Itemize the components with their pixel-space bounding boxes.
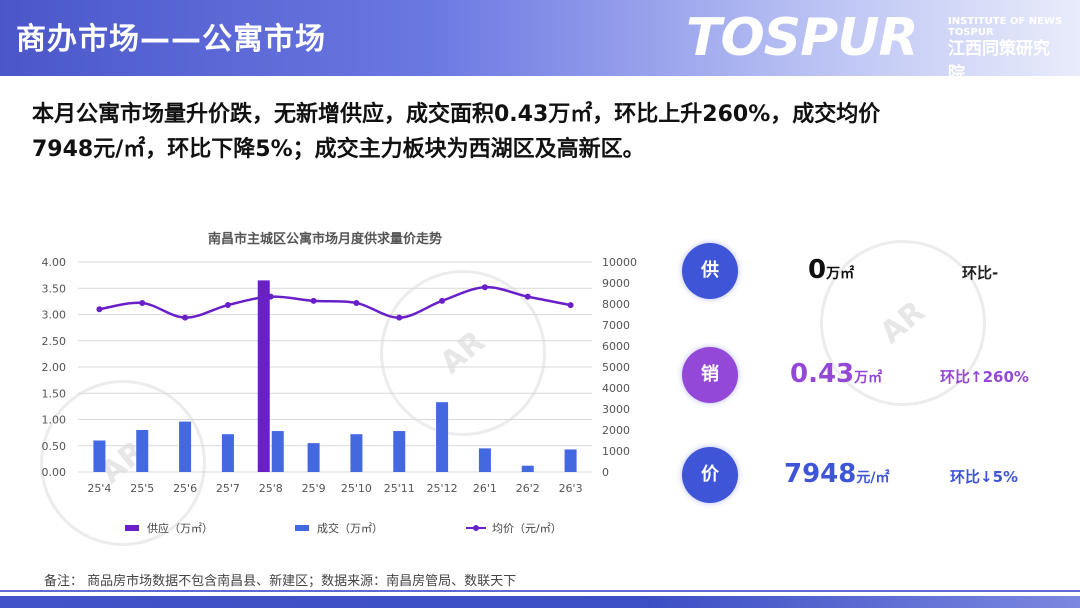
kpi-number: 0.43 bbox=[790, 359, 855, 389]
footnote: 备注： 商品房市场数据不包含南昌县、新建区；数据来源：南昌房管局、数联天下 bbox=[44, 574, 517, 589]
deal-bar bbox=[93, 440, 106, 472]
y-left-tick-label: 4.00 bbox=[42, 256, 67, 269]
y-left-tick-label: 2.50 bbox=[42, 335, 67, 348]
kpi-value: 0万㎡ bbox=[808, 255, 854, 285]
y-left-tick-label: 1.50 bbox=[42, 387, 67, 400]
price-point bbox=[310, 297, 317, 304]
logo-wordmark: TOSPUR bbox=[686, 8, 919, 68]
deal-bar bbox=[307, 443, 320, 472]
x-tick-label: 25'4 bbox=[87, 482, 111, 495]
supply-bar bbox=[257, 280, 270, 472]
kpi-change: 环比↓5% bbox=[950, 468, 1019, 486]
y-left-tick-label: 3.50 bbox=[42, 282, 67, 295]
y-left-tick-label: 1.00 bbox=[42, 414, 67, 427]
price-point bbox=[524, 293, 531, 300]
y-right-tick-label: 10000 bbox=[602, 256, 637, 269]
y-left-tick-label: 2.00 bbox=[42, 361, 67, 374]
price-line bbox=[99, 285, 571, 319]
kpi-unit: 万㎡ bbox=[854, 370, 883, 386]
summary-headline: 本月公寓市场量升价跌，无新增供应，成交面积0.43万㎡，环比上升260%，成交均… bbox=[32, 97, 1062, 167]
kpi-change: 环比↑260% bbox=[940, 368, 1029, 386]
footer-bar bbox=[0, 596, 1080, 608]
header-banner: 商办市场——公寓市场 TOSPUR INSTITUTE OF NEWS TOSP… bbox=[0, 0, 1080, 84]
logo-subtitle-en: INSTITUTE OF NEWS TOSPUR bbox=[948, 16, 1063, 38]
legend-swatch bbox=[125, 525, 139, 531]
kpi-change: 环比- bbox=[962, 264, 999, 282]
deal-bar bbox=[478, 448, 491, 472]
x-tick-label: 25'8 bbox=[259, 482, 283, 495]
y-right-tick-label: 1000 bbox=[602, 445, 630, 458]
kpi-number: 0 bbox=[808, 255, 827, 285]
x-tick-label: 25'11 bbox=[384, 482, 415, 495]
legend-label: 成交（万㎡） bbox=[317, 521, 383, 535]
y-right-tick-label: 3000 bbox=[602, 403, 630, 416]
legend-swatch bbox=[473, 525, 479, 531]
page-title: 商办市场——公寓市场 bbox=[16, 22, 326, 57]
y-right-tick-label: 7000 bbox=[602, 319, 630, 332]
deal-bar bbox=[271, 431, 284, 472]
kpi-value: 7948元/㎡ bbox=[784, 459, 890, 489]
deal-bar bbox=[136, 430, 149, 472]
deal-bar bbox=[436, 402, 449, 472]
kpi-badge: 供 bbox=[682, 243, 738, 299]
x-tick-label: 26'2 bbox=[516, 482, 540, 495]
legend-swatch bbox=[295, 525, 309, 531]
headline-line-1: 本月公寓市场量升价跌，无新增供应，成交面积0.43万㎡，环比上升260%，成交均… bbox=[32, 102, 881, 127]
supply-demand-price-chart: 0.00 0.50 1.00 1.50 2.00 2.50 3.00 3.50 4.00 0 100… bbox=[42, 256, 638, 535]
kpi-unit: 元/㎡ bbox=[856, 470, 890, 486]
deal-bar bbox=[179, 421, 192, 472]
x-tick-label: 26'1 bbox=[473, 482, 497, 495]
legend-label: 供应（万㎡） bbox=[147, 521, 213, 535]
deal-bar bbox=[564, 449, 577, 472]
chart-title: 南昌市主城区公寓市场月度供求量价走势 bbox=[207, 232, 442, 247]
y-left-tick-label: 0.50 bbox=[42, 440, 67, 453]
price-point bbox=[267, 293, 274, 300]
deal-bar bbox=[221, 434, 234, 472]
price-point bbox=[353, 299, 360, 306]
y-right-tick-label: 6000 bbox=[602, 340, 630, 353]
price-point bbox=[439, 297, 446, 304]
price-point bbox=[481, 284, 488, 291]
y-right-tick-label: 4000 bbox=[602, 382, 630, 395]
y-right-tick-label: 5000 bbox=[602, 361, 630, 374]
price-point bbox=[139, 299, 146, 306]
kpi-value: 0.43万㎡ bbox=[790, 359, 882, 389]
x-tick-label: 25'5 bbox=[130, 482, 154, 495]
x-tick-label: 25'12 bbox=[427, 482, 458, 495]
kpi-unit: 万㎡ bbox=[826, 266, 855, 282]
kpi-badge: 销 bbox=[682, 347, 738, 403]
price-point bbox=[96, 306, 103, 313]
x-tick-label: 25'7 bbox=[216, 482, 240, 495]
price-point bbox=[224, 302, 231, 309]
tospur-logo: TOSPUR INSTITUTE OF NEWS TOSPUR 江西同策研究院 bbox=[686, 8, 1066, 84]
x-tick-label: 25'9 bbox=[302, 482, 326, 495]
legend-label: 均价（元/㎡） bbox=[492, 522, 562, 535]
headline-line-2: 7948元/㎡，环比下降5%；成交主力板块为西湖区及高新区。 bbox=[32, 137, 645, 162]
deal-bar bbox=[350, 434, 363, 472]
y-right-tick-label: 0 bbox=[602, 466, 609, 479]
y-left-tick-label: 3.00 bbox=[42, 309, 67, 322]
x-tick-label: 26'3 bbox=[559, 482, 583, 495]
footer-divider bbox=[0, 590, 1080, 592]
x-tick-label: 25'6 bbox=[173, 482, 197, 495]
deal-bar bbox=[393, 431, 406, 472]
y-left-tick-label: 0.00 bbox=[42, 466, 67, 479]
y-right-tick-label: 2000 bbox=[602, 424, 630, 437]
y-right-tick-label: 9000 bbox=[602, 277, 630, 290]
x-tick-label: 25'10 bbox=[341, 482, 372, 495]
y-right-tick-label: 8000 bbox=[602, 298, 630, 311]
deal-bar bbox=[521, 465, 534, 472]
kpi-badge: 价 bbox=[682, 447, 738, 503]
price-point bbox=[396, 314, 403, 321]
watermark-seal: AR bbox=[786, 206, 1020, 440]
kpi-number: 7948 bbox=[784, 459, 857, 489]
price-point bbox=[567, 302, 574, 309]
price-point bbox=[182, 314, 189, 321]
logo-subtitle-cn: 江西同策研究院 bbox=[948, 39, 1050, 84]
